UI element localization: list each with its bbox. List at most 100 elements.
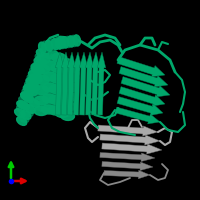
- Ellipse shape: [64, 36, 72, 48]
- Polygon shape: [61, 52, 70, 115]
- Ellipse shape: [55, 38, 62, 49]
- Ellipse shape: [48, 106, 62, 115]
- Ellipse shape: [34, 101, 48, 110]
- Ellipse shape: [57, 83, 71, 93]
- Ellipse shape: [19, 114, 29, 122]
- Ellipse shape: [55, 38, 63, 49]
- Ellipse shape: [48, 40, 56, 50]
- Ellipse shape: [25, 81, 37, 90]
- Ellipse shape: [17, 105, 27, 113]
- Ellipse shape: [32, 66, 44, 74]
- Polygon shape: [104, 170, 150, 179]
- Polygon shape: [98, 125, 158, 136]
- Ellipse shape: [59, 64, 73, 73]
- Ellipse shape: [64, 78, 78, 87]
- Ellipse shape: [21, 111, 31, 119]
- Ellipse shape: [55, 108, 69, 117]
- Ellipse shape: [28, 78, 41, 87]
- Ellipse shape: [51, 39, 59, 50]
- Polygon shape: [73, 52, 82, 115]
- Ellipse shape: [67, 36, 75, 47]
- Ellipse shape: [25, 91, 35, 99]
- Ellipse shape: [29, 75, 39, 83]
- Ellipse shape: [57, 78, 71, 88]
- Ellipse shape: [58, 37, 66, 49]
- Ellipse shape: [56, 98, 70, 107]
- Ellipse shape: [27, 80, 37, 88]
- Ellipse shape: [50, 79, 64, 89]
- Ellipse shape: [50, 85, 64, 94]
- Ellipse shape: [21, 92, 31, 100]
- Polygon shape: [119, 87, 165, 106]
- Ellipse shape: [25, 105, 35, 113]
- Polygon shape: [119, 67, 168, 87]
- Ellipse shape: [70, 35, 78, 47]
- Ellipse shape: [42, 94, 56, 103]
- Ellipse shape: [28, 71, 41, 79]
- Ellipse shape: [27, 74, 39, 83]
- Ellipse shape: [34, 96, 48, 105]
- Polygon shape: [102, 162, 153, 170]
- Ellipse shape: [63, 87, 77, 97]
- Ellipse shape: [44, 61, 58, 70]
- Ellipse shape: [42, 88, 56, 97]
- Ellipse shape: [49, 95, 63, 104]
- Ellipse shape: [56, 93, 70, 102]
- Ellipse shape: [31, 64, 43, 72]
- Ellipse shape: [23, 108, 33, 116]
- Ellipse shape: [21, 92, 33, 100]
- Polygon shape: [79, 52, 88, 115]
- Polygon shape: [100, 134, 160, 145]
- Ellipse shape: [61, 107, 75, 116]
- Ellipse shape: [27, 83, 40, 91]
- Ellipse shape: [57, 88, 71, 98]
- Ellipse shape: [36, 55, 50, 64]
- Ellipse shape: [35, 53, 48, 62]
- Polygon shape: [55, 52, 64, 115]
- Ellipse shape: [19, 96, 29, 104]
- Ellipse shape: [42, 41, 49, 52]
- Ellipse shape: [55, 103, 69, 112]
- Ellipse shape: [36, 49, 49, 57]
- Ellipse shape: [43, 83, 57, 92]
- Ellipse shape: [30, 67, 42, 76]
- Ellipse shape: [42, 105, 56, 114]
- Ellipse shape: [31, 70, 43, 78]
- Ellipse shape: [45, 40, 53, 51]
- Ellipse shape: [49, 101, 63, 110]
- Polygon shape: [121, 77, 170, 97]
- Ellipse shape: [15, 109, 25, 117]
- Ellipse shape: [27, 87, 37, 95]
- Ellipse shape: [25, 84, 35, 92]
- Ellipse shape: [44, 56, 58, 65]
- Ellipse shape: [65, 68, 79, 77]
- Ellipse shape: [36, 60, 50, 69]
- Polygon shape: [117, 57, 165, 77]
- Ellipse shape: [35, 75, 49, 84]
- Polygon shape: [67, 52, 76, 115]
- Ellipse shape: [62, 102, 75, 111]
- Ellipse shape: [35, 80, 49, 90]
- Ellipse shape: [42, 99, 56, 108]
- Ellipse shape: [43, 72, 57, 81]
- Ellipse shape: [35, 70, 49, 79]
- Polygon shape: [100, 153, 155, 161]
- Ellipse shape: [51, 58, 65, 67]
- Ellipse shape: [64, 83, 77, 92]
- Polygon shape: [85, 52, 94, 115]
- Ellipse shape: [21, 98, 31, 106]
- Ellipse shape: [59, 59, 73, 68]
- Polygon shape: [102, 143, 162, 154]
- Polygon shape: [117, 97, 163, 115]
- Ellipse shape: [23, 85, 36, 93]
- Ellipse shape: [34, 106, 48, 115]
- Ellipse shape: [22, 88, 34, 97]
- Ellipse shape: [19, 101, 29, 110]
- Ellipse shape: [65, 73, 78, 82]
- Ellipse shape: [58, 37, 65, 48]
- Ellipse shape: [26, 78, 38, 86]
- Ellipse shape: [34, 57, 46, 66]
- Ellipse shape: [61, 37, 69, 48]
- Ellipse shape: [73, 35, 81, 46]
- Ellipse shape: [39, 42, 46, 53]
